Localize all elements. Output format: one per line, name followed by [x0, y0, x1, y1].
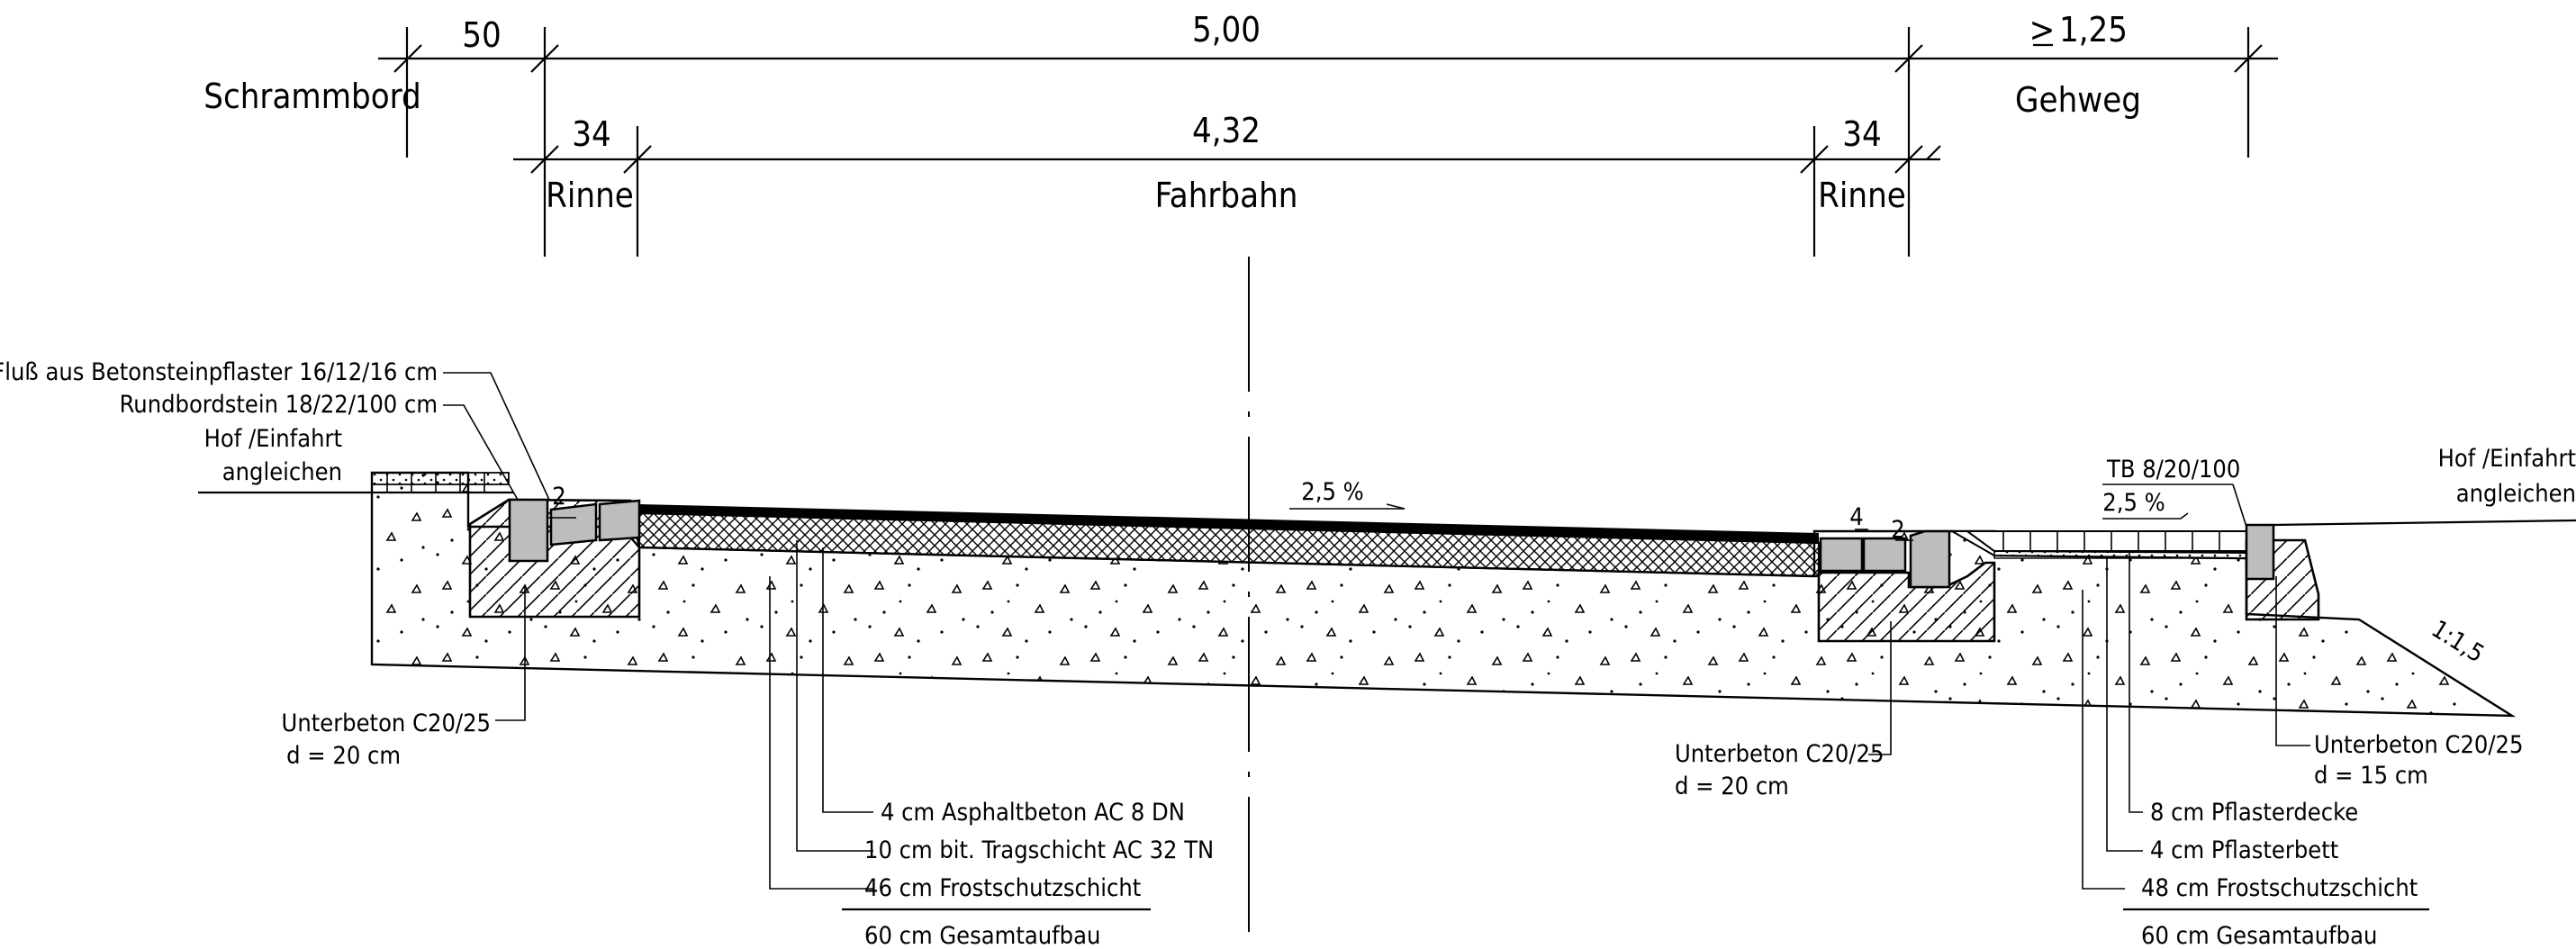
- left-kerb-stone: [508, 498, 549, 563]
- label-unterbeton-left-line1: Unterbeton C20/25: [282, 709, 491, 737]
- right-foundation-concrete: [1817, 561, 1996, 643]
- label-hof-right-line1: Hof /Einfahrt: [2438, 445, 2576, 473]
- legend-pflasterdecke: 8 cm Pflasterdecke: [2150, 799, 2358, 827]
- zone-fahrbahn-label: Fahrbahn: [1155, 176, 1298, 215]
- label-unterbeton-mid-line2: d = 20 cm: [1675, 773, 1789, 800]
- label-sidewalk-slope: 2,5 %: [2102, 489, 2165, 517]
- label-tb: TB 8/20/100: [2106, 456, 2240, 484]
- label-unterbeton-mid-line1: Unterbeton C20/25: [1675, 740, 1884, 768]
- zone-rinne-right-label: Rinne: [1818, 176, 1906, 215]
- label-unterbeton-left-line2: d = 20 cm: [286, 742, 401, 770]
- label-gap-2: 2: [1891, 516, 1904, 544]
- middle-annotations: Unterbeton C20/25 d = 20 cm 4 2: [1675, 503, 1913, 800]
- dim-rinne-left-width: 34: [572, 114, 611, 154]
- legend-pflasterbett: 4 cm Pflasterbett: [2150, 836, 2338, 864]
- road-slope-marker: 2,5 %: [1289, 478, 1406, 510]
- road-asphalt-surface: [639, 504, 1819, 543]
- left-annotations: Fluß aus Betonsteinpflaster 16/12/16 cm …: [0, 358, 576, 770]
- road-layer-legend: 4 cm Asphaltbeton AC 8 DN 10 cm bit. Tra…: [769, 540, 1214, 949]
- label-hof-left-line2: angleichen: [222, 458, 342, 486]
- dim-rinne-right-width: 34: [1842, 114, 1882, 154]
- right-annotations: TB 8/20/100 2,5 % Hof /Einfahrt angleich…: [2102, 445, 2576, 790]
- label-gap-left: 2: [552, 483, 565, 511]
- legend-asphalt: 4 cm Asphaltbeton AC 8 DN: [881, 799, 1185, 827]
- edge-stone-tb: [2245, 523, 2275, 581]
- dimension-chain: 50 5,00 > 1,25 Schrammbord Gehweg 34 4,3…: [203, 10, 2278, 257]
- dim-schrammbord-width: 50: [462, 15, 502, 55]
- legend-tragschicht: 10 cm bit. Tragschicht AC 32 TN: [864, 836, 1214, 864]
- label-hof-right-line2: angleichen: [2456, 480, 2576, 508]
- dim-total-width: 5,00: [1192, 10, 1261, 50]
- zone-rinne-left-label: Rinne: [546, 176, 634, 215]
- cross-section: [198, 471, 2576, 718]
- dim-gehweg-prefix: >: [2029, 10, 2056, 50]
- label-fluss: Fluß aus Betonsteinpflaster 16/12/16 cm: [0, 358, 438, 386]
- sidewalk-layer-legend: 8 cm Pflasterdecke 4 cm Pflasterbett 48 …: [2082, 551, 2429, 949]
- label-hof-left-line1: Hof /Einfahrt: [204, 425, 342, 453]
- legend-frostschutz-road: 46 cm Frostschutzschicht: [864, 874, 1141, 902]
- label-bordstein: Rundbordstein 18/22/100 cm: [120, 391, 438, 419]
- dim-gehweg-width: 1,25: [2059, 10, 2128, 50]
- zone-gehweg-label: Gehweg: [2015, 80, 2141, 120]
- legend-frostschutz-sidewalk: 48 cm Frostschutzschicht: [2141, 874, 2418, 902]
- zone-schrammbord-label: Schrammbord: [203, 77, 421, 116]
- label-unterbeton-right-line2: d = 15 cm: [2314, 762, 2428, 790]
- label-gap-4: 4: [1849, 503, 1863, 531]
- legend-total-sidewalk: 60 cm Gesamtaufbau: [2141, 922, 2377, 949]
- label-unterbeton-right-line1: Unterbeton C20/25: [2314, 731, 2523, 759]
- label-road-slope: 2,5 %: [1301, 478, 1363, 506]
- dim-fahrbahn-width: 4,32: [1192, 111, 1261, 150]
- legend-total-road: 60 cm Gesamtaufbau: [864, 922, 1100, 949]
- right-kerb-stone: [1909, 529, 1951, 589]
- label-embankment-slope: 1:1,5: [2427, 615, 2489, 668]
